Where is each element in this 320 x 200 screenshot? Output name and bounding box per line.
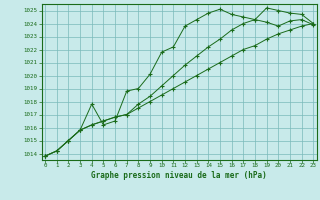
- X-axis label: Graphe pression niveau de la mer (hPa): Graphe pression niveau de la mer (hPa): [91, 171, 267, 180]
